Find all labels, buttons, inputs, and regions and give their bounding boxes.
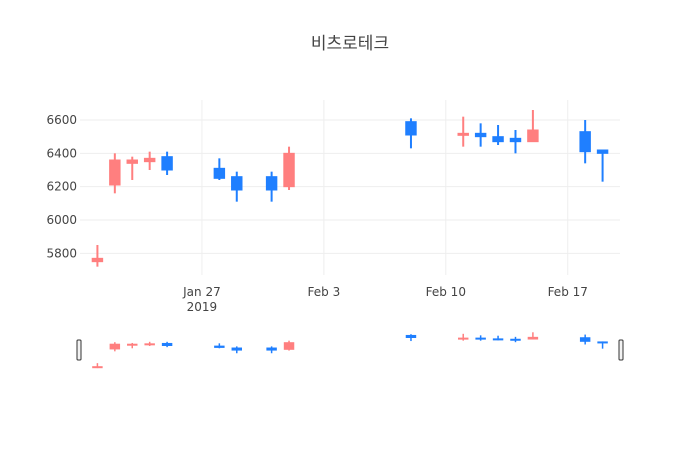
mini-candle-body [231,347,242,351]
mini-candle-decreasing [161,341,173,348]
mini-candle-body [266,347,277,351]
grid-lines [80,100,620,275]
mini-candle-decreasing [579,334,591,345]
candle-body [527,129,539,143]
range-slider-background[interactable] [80,325,620,375]
candle-body [91,257,104,263]
mini-candle-body [492,338,504,341]
candle-decreasing [265,171,278,202]
candle-increasing [91,245,104,267]
candle-decreasing [213,158,226,180]
mini-candle-body [109,343,121,350]
x-tick-label: Feb 10 [426,285,466,299]
x-tick-label: Feb 17 [548,285,588,299]
mini-candle-body [458,337,469,340]
y-tick-label: 6400 [46,146,77,160]
mini-candle-body [527,336,539,340]
x-tick-label: Jan 27 [182,285,221,299]
candle-increasing [109,153,121,194]
mini-candle-decreasing [214,343,225,349]
candle-decreasing [231,171,243,202]
mini-candle-body [127,343,138,346]
y-tick-label: 6600 [46,113,77,127]
mini-candle-body [579,337,591,342]
candle-decreasing [474,123,487,147]
mini-candle-body [161,342,173,346]
candle-body [283,152,295,188]
candle-increasing [283,146,295,190]
x-tick-sublabel: 2019 [187,300,218,314]
candle-body [457,132,469,136]
x-tick-label: Feb 3 [308,285,341,299]
candle-body [265,176,278,191]
mini-candle-decreasing [475,335,486,341]
mini-candle-increasing [283,340,295,351]
candle-body [492,136,504,143]
mini-candle-body [92,366,103,369]
range-slider-right-handle[interactable] [618,339,624,361]
candle-body [509,137,522,143]
mini-candle-increasing [109,342,121,352]
range-slider-candles [92,332,608,369]
candle-decreasing [492,125,504,145]
y-axis-ticks: 5800 6000 6200 6400 6600 [46,113,77,260]
mini-candle-body [597,341,608,344]
mini-candle-decreasing [266,346,277,354]
mini-candle-decreasing [510,336,521,343]
candle-body [231,176,243,191]
candle-body [143,157,156,163]
candle-decreasing [509,130,522,154]
candle-body [126,159,138,164]
candle-body [474,132,487,138]
mini-candle-increasing [92,363,103,369]
candle-body [596,149,609,154]
mini-candle-decreasing [597,341,608,349]
mini-candle-body [405,334,417,338]
candle-increasing [527,110,539,143]
mini-candle-body [475,337,486,340]
mini-candle-body [144,343,155,346]
candle-increasing [457,116,469,147]
candle-body [579,131,591,153]
mini-candle-increasing [527,332,539,340]
mini-candle-body [283,342,295,350]
candle-decreasing [596,149,609,182]
candle-body [213,167,226,179]
range-slider[interactable] [76,325,624,375]
y-tick-label: 6200 [46,180,77,194]
mini-candle-increasing [127,342,138,349]
candle-decreasing [405,118,417,149]
candle-body [109,159,121,186]
candle-body [161,156,173,171]
y-tick-label: 5800 [46,246,77,260]
mini-candle-body [510,338,521,341]
mini-candle-decreasing [231,346,242,354]
candle-body [405,121,417,136]
y-tick-label: 6000 [46,213,77,227]
candle-increasing [126,156,138,180]
mini-candle-decreasing [492,335,504,341]
mini-candle-increasing [458,333,469,341]
chart-title: 비츠로테크 [311,34,389,54]
candle-decreasing [161,151,173,175]
candles [91,110,609,267]
range-slider-left-handle[interactable] [76,339,82,361]
mini-candle-body [214,345,225,348]
mini-candle-increasing [144,341,155,346]
mini-candle-decreasing [405,334,417,342]
candle-decreasing [579,120,591,164]
candle-increasing [143,151,156,170]
